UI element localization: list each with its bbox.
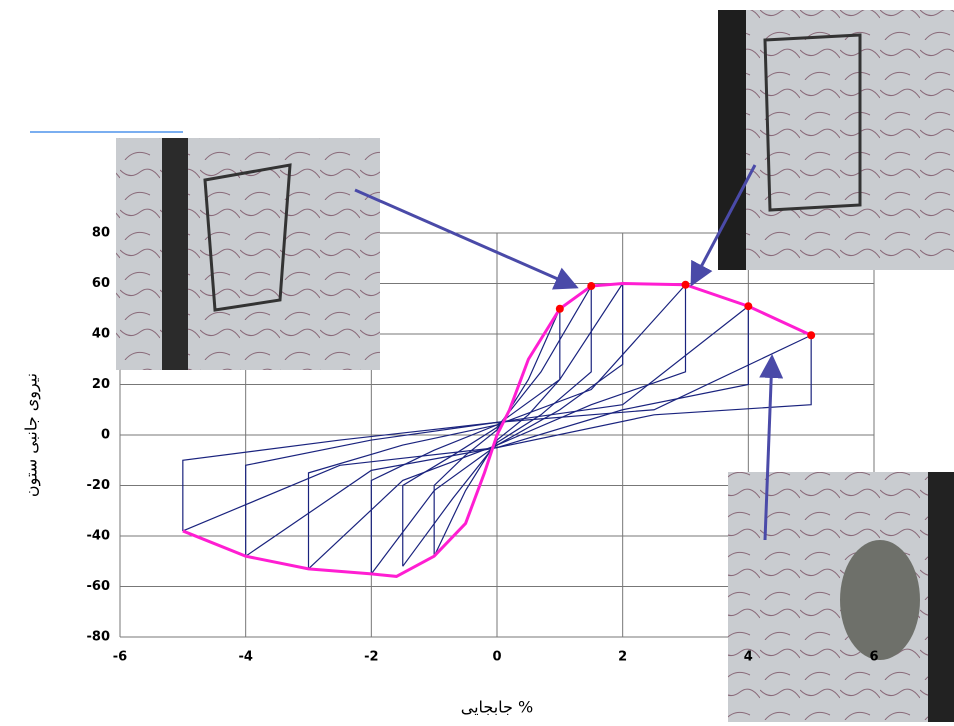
y-tick-label: -20 xyxy=(87,478,111,493)
y-tick-label: -40 xyxy=(87,529,111,544)
peak-point xyxy=(587,282,596,291)
y-axis-label: نیروی جانبی ستون xyxy=(22,373,42,497)
x-tick-label: -4 xyxy=(238,650,252,665)
x-tick-label: 2 xyxy=(618,650,627,665)
y-tick-label: -60 xyxy=(87,579,111,594)
peak-point xyxy=(807,331,816,340)
arrow xyxy=(759,354,784,541)
arrow xyxy=(354,188,579,290)
y-tick-label: 20 xyxy=(92,377,110,392)
y-tick-label: -80 xyxy=(87,630,111,645)
y-tick-label: 0 xyxy=(101,428,110,443)
x-tick-label: -2 xyxy=(364,650,378,665)
photo xyxy=(116,138,380,370)
photo xyxy=(718,10,954,270)
y-tick-label: 40 xyxy=(92,327,110,342)
envelope-curve xyxy=(182,281,812,578)
x-tick-label: 0 xyxy=(492,650,501,665)
x-tick-label: 4 xyxy=(744,650,753,665)
x-tick-label: -6 xyxy=(113,650,127,665)
peak-point xyxy=(744,302,753,311)
y-tick-label: 80 xyxy=(92,226,110,241)
x-axis-label: جابجایی % xyxy=(461,698,534,717)
photo xyxy=(728,472,954,722)
y-tick-label: 60 xyxy=(92,276,110,291)
peak-point xyxy=(681,280,690,289)
x-tick-label: 6 xyxy=(869,650,878,665)
peak-point xyxy=(555,304,564,313)
arrow xyxy=(690,164,757,287)
